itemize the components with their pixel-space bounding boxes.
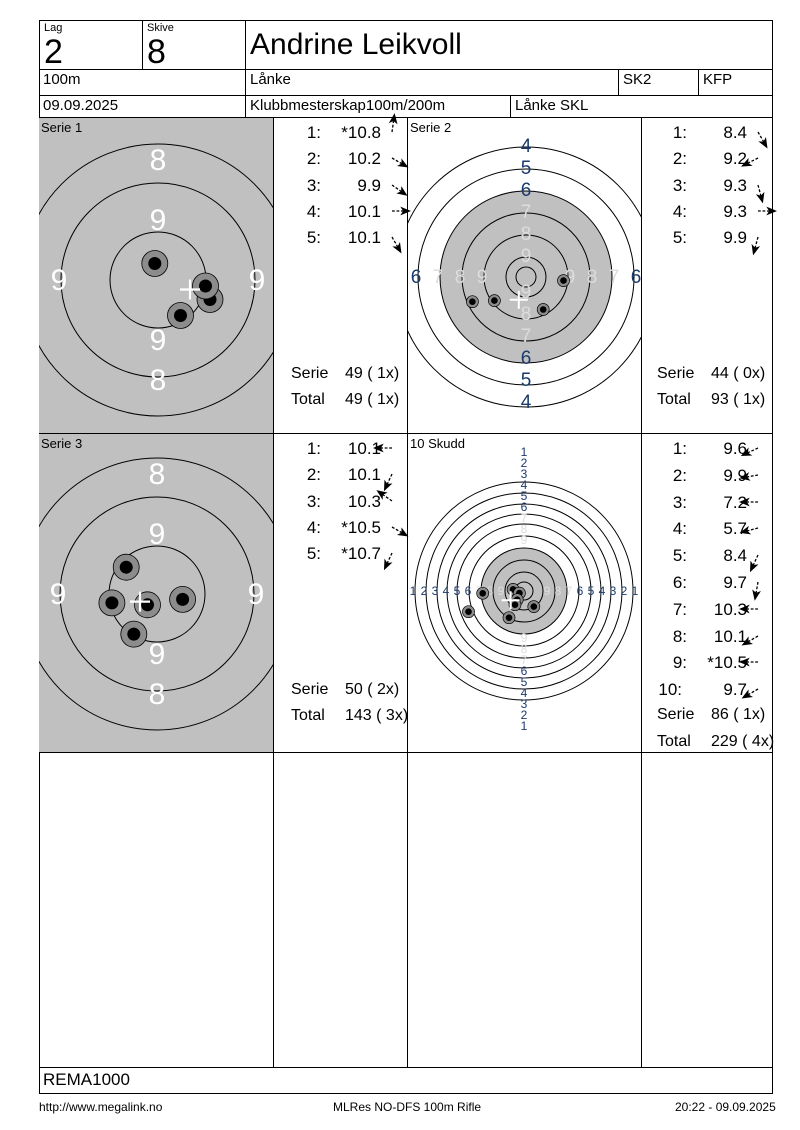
svg-text:9: 9: [149, 518, 166, 551]
svg-text:9: 9: [149, 638, 166, 671]
svg-text:1: 1: [632, 584, 639, 598]
svg-text:9: 9: [51, 264, 68, 297]
svg-text:5: 5: [454, 584, 461, 598]
svg-text:5: 5: [521, 370, 532, 391]
svg-text:7: 7: [521, 326, 532, 347]
svg-text:9: 9: [150, 204, 167, 237]
svg-text:6: 6: [521, 180, 532, 201]
svg-text:7: 7: [566, 584, 573, 598]
svg-text:9: 9: [544, 584, 551, 598]
svg-text:8: 8: [149, 458, 166, 491]
svg-text:4: 4: [521, 136, 532, 157]
svg-text:4: 4: [521, 392, 532, 413]
svg-text:8: 8: [587, 267, 598, 288]
svg-text:6: 6: [521, 348, 532, 369]
svg-text:8: 8: [150, 144, 167, 177]
svg-text:9: 9: [249, 264, 266, 297]
svg-text:6: 6: [465, 584, 472, 598]
svg-text:2: 2: [621, 584, 628, 598]
svg-text:9: 9: [248, 578, 265, 611]
svg-text:8: 8: [521, 224, 532, 245]
svg-text:9: 9: [477, 267, 488, 288]
svg-text:8: 8: [455, 267, 466, 288]
svg-text:7: 7: [521, 202, 532, 223]
svg-text:9: 9: [50, 578, 67, 611]
svg-text:9: 9: [150, 324, 167, 357]
svg-text:2: 2: [421, 584, 428, 598]
svg-text:9: 9: [498, 584, 505, 598]
svg-text:6: 6: [577, 584, 584, 598]
svg-text:3: 3: [610, 584, 617, 598]
svg-text:5: 5: [588, 584, 595, 598]
svg-text:9: 9: [521, 533, 528, 547]
svg-text:5: 5: [521, 158, 532, 179]
svg-text:8: 8: [149, 678, 166, 711]
svg-text:1: 1: [410, 584, 417, 598]
svg-text:8: 8: [555, 584, 562, 598]
svg-text:6: 6: [411, 267, 422, 288]
svg-text:7: 7: [433, 267, 444, 288]
svg-text:8: 8: [150, 364, 167, 397]
svg-text:9: 9: [521, 246, 532, 267]
svg-text:7: 7: [609, 267, 620, 288]
svg-text:9: 9: [521, 631, 528, 645]
svg-text:8: 8: [521, 304, 532, 325]
svg-text:4: 4: [599, 584, 606, 598]
svg-text:6: 6: [631, 267, 641, 288]
svg-text:4: 4: [443, 584, 450, 598]
svg-text:3: 3: [432, 584, 439, 598]
